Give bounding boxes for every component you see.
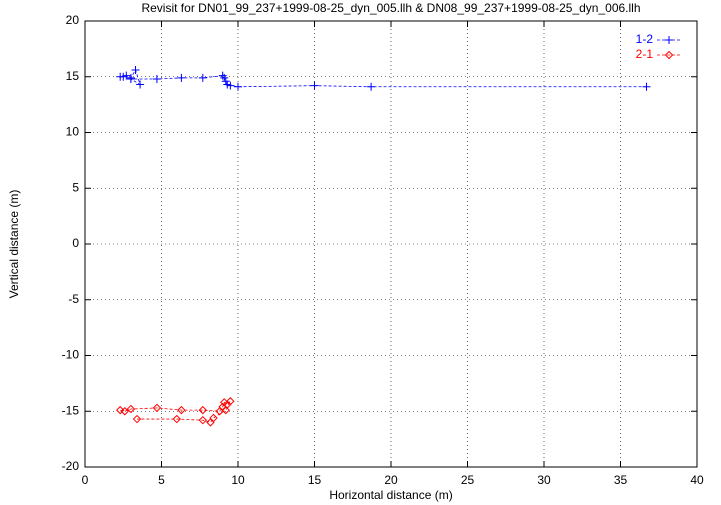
marker <box>226 81 235 90</box>
marker <box>310 81 319 90</box>
marker <box>126 74 135 83</box>
marker <box>642 82 651 91</box>
series-line <box>120 400 231 423</box>
marker <box>209 413 218 423</box>
x-tick-label: 35 <box>614 473 628 487</box>
marker <box>226 397 235 406</box>
y-tick-label: 5 <box>72 180 79 194</box>
x-axis-label: Horizontal distance (m) <box>329 488 452 502</box>
y-tick-label: 0 <box>72 236 79 250</box>
legend-marker <box>664 50 674 60</box>
marker <box>126 404 136 414</box>
marker <box>136 80 145 89</box>
marker <box>120 407 129 416</box>
x-tick-label: 40 <box>690 473 704 487</box>
y-tick-label: -20 <box>62 459 80 473</box>
y-tick-label: -5 <box>68 292 79 306</box>
x-tick-label: 0 <box>82 473 89 487</box>
x-tick-label: 10 <box>231 473 245 487</box>
marker <box>131 66 140 75</box>
marker <box>115 405 125 415</box>
marker <box>220 73 229 82</box>
y-tick-label: -10 <box>62 348 80 362</box>
series-line <box>120 69 647 88</box>
marker <box>198 415 208 425</box>
x-tick-label: 20 <box>384 473 398 487</box>
x-tick-label: 5 <box>158 473 165 487</box>
marker <box>132 414 142 424</box>
x-tick-label: 25 <box>461 473 475 487</box>
chart-title: Revisit for DN01_99_237+1999-08-25_dyn_0… <box>141 1 640 15</box>
marker <box>172 414 182 424</box>
marker <box>206 418 215 427</box>
marker <box>122 71 131 80</box>
y-axis-label: Vertical distance (m) <box>7 190 21 299</box>
y-tick-label: 20 <box>66 13 80 27</box>
marker <box>234 82 242 91</box>
legend-label: 1-2 <box>636 32 654 46</box>
x-tick-label: 15 <box>308 473 322 487</box>
marker <box>152 403 162 413</box>
marker <box>198 405 208 415</box>
legend-marker <box>665 36 673 44</box>
marker <box>177 73 186 82</box>
y-tick-label: 15 <box>66 69 80 83</box>
legend-label: 2-1 <box>636 47 654 61</box>
y-tick-label: -15 <box>62 403 80 417</box>
x-tick-label: 30 <box>537 473 551 487</box>
y-tick-label: 10 <box>66 125 80 139</box>
marker <box>221 77 230 86</box>
marker <box>177 405 186 415</box>
marker <box>367 82 376 91</box>
marker <box>152 74 161 83</box>
marker <box>221 405 230 415</box>
marker <box>198 73 207 82</box>
